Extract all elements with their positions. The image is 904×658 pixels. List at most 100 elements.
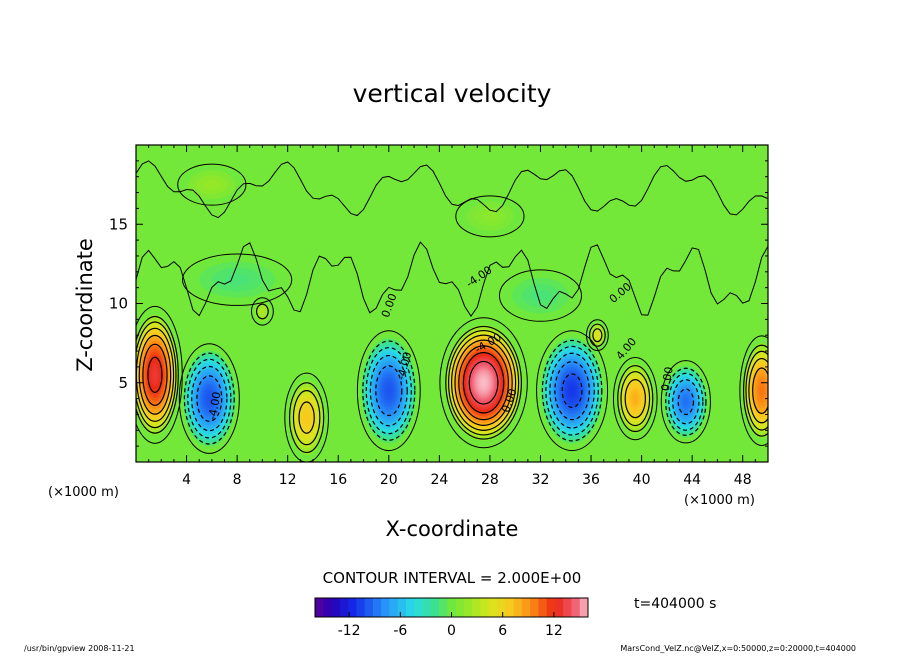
- colorbar-swatch: [397, 598, 407, 617]
- contour-0-6: [147, 356, 163, 394]
- zero-contour-13: [182, 253, 293, 306]
- x-tick-label: 48: [734, 472, 752, 488]
- contour-8-3: [624, 379, 646, 419]
- contour-3-1: [256, 303, 269, 320]
- zero-contour-14: [498, 269, 582, 322]
- cell-12: [458, 197, 522, 236]
- cell-7-contours: [585, 319, 609, 352]
- cell-7: [587, 320, 608, 350]
- colorbar-tick-label: -6: [393, 623, 407, 639]
- contour-5-3: [451, 334, 517, 431]
- colorbar: [315, 598, 589, 617]
- cell-9-contours: [660, 360, 711, 444]
- cell-5: [443, 322, 524, 443]
- contour-9-1: [665, 367, 707, 436]
- x-tick-label: 20: [380, 472, 398, 488]
- colorbar-swatch: [406, 598, 415, 617]
- x-unit-left: (×1000 m): [48, 485, 119, 500]
- x-tick-label: 44: [683, 472, 701, 488]
- cell-6-band-18: [570, 387, 574, 394]
- colorbar-swatch: [422, 598, 432, 617]
- cell-0-band-21: [153, 371, 157, 378]
- cell-1-band-16: [207, 395, 211, 402]
- contour-5-4: [454, 339, 513, 426]
- cell-13-contours: [182, 253, 293, 306]
- colorbar-tick-label: 6: [498, 623, 507, 639]
- colorbar-swatch: [447, 598, 457, 617]
- zero-contour-3: [251, 297, 274, 326]
- cell-4-band-16: [387, 387, 391, 394]
- cell-8-band-13: [633, 395, 637, 402]
- colorbar-swatch: [356, 598, 366, 617]
- contour-6-5: [561, 373, 583, 408]
- cell-3-band-5: [260, 309, 265, 314]
- cell-1-contours: [178, 343, 240, 454]
- zero-contour-7: [585, 319, 609, 352]
- colorbar-swatch: [348, 598, 357, 617]
- contour-2-2: [292, 390, 321, 446]
- contour-4-4: [375, 365, 403, 417]
- x-axis-label: X-coordinate: [386, 517, 519, 541]
- x-tick-label: 32: [532, 472, 550, 488]
- colorbar-swatch: [488, 598, 498, 617]
- colorbar-swatch: [546, 598, 556, 617]
- cell-13: [186, 255, 288, 304]
- cell-12-band-3: [482, 211, 498, 222]
- plot-area: -4.000.00-4.00-4.00-4.000.000.004.000.00: [135, 144, 769, 463]
- zero-contour-10: [739, 335, 768, 446]
- contour-6-4: [554, 361, 590, 421]
- contour-7-2: [592, 328, 603, 343]
- colorbar-swatch: [315, 598, 324, 617]
- contour-0-4: [138, 334, 172, 415]
- contour-label: 0.00: [659, 366, 676, 392]
- y-tick-label: 10: [109, 295, 128, 313]
- cell-0: [136, 311, 181, 439]
- cell-1: [181, 347, 238, 450]
- contour-5-1: [445, 325, 523, 440]
- zero-contour-6: [536, 330, 609, 452]
- x-axis: 4 8 12 16 20 24 28 32 36 40 44 48: [135, 145, 769, 488]
- cell-8-contours: [612, 357, 658, 441]
- cell-5-band-26: [482, 380, 486, 385]
- zero-contour-top: [136, 160, 768, 219]
- cell-10-contours: [739, 335, 768, 446]
- zero-contour-5: [439, 317, 528, 449]
- zero-contour-9: [660, 360, 711, 444]
- contour-0-1: [136, 315, 179, 434]
- colorbar-swatch: [505, 598, 514, 617]
- zero-contour-upper: [136, 241, 768, 318]
- cell-6-contours: [536, 330, 609, 452]
- cell-13-band-3: [224, 273, 250, 286]
- time-label: t=404000 s: [634, 596, 716, 612]
- zero-contour-2: [284, 372, 329, 462]
- colorbar-swatch: [389, 598, 399, 617]
- contour-0-5: [142, 343, 168, 406]
- y-tick-label: 15: [109, 215, 128, 233]
- zero-contour-11: [177, 163, 247, 206]
- colorbar-swatch: [563, 598, 572, 617]
- cell-14: [502, 271, 579, 320]
- contour-10-2: [745, 350, 768, 431]
- colorbar-swatch: [364, 598, 374, 617]
- cell-9-band-14: [684, 399, 688, 405]
- contour-label: -4.00: [206, 391, 224, 421]
- cell-2-contours: [284, 372, 329, 462]
- x-tick-label: 24: [430, 472, 448, 488]
- contour-4-2: [365, 347, 412, 435]
- contour-7-1: [588, 323, 606, 347]
- x-tick-label: 4: [182, 472, 191, 488]
- contour-6-2: [545, 345, 599, 436]
- colorbar-swatch: [521, 598, 531, 617]
- contour-1-1: [183, 352, 235, 445]
- cell-6: [539, 335, 605, 447]
- y-tick-label: 5: [118, 374, 128, 392]
- x-tick-label: 8: [233, 472, 242, 488]
- cell-14-contours: [498, 269, 582, 322]
- zero-contour-4: [356, 330, 421, 452]
- x-tick-label: 40: [633, 472, 651, 488]
- x-tick-label: 36: [582, 472, 600, 488]
- colorbar-swatch: [579, 598, 589, 617]
- colorbar-swatch: [538, 598, 548, 617]
- zero-contour-8: [612, 357, 658, 441]
